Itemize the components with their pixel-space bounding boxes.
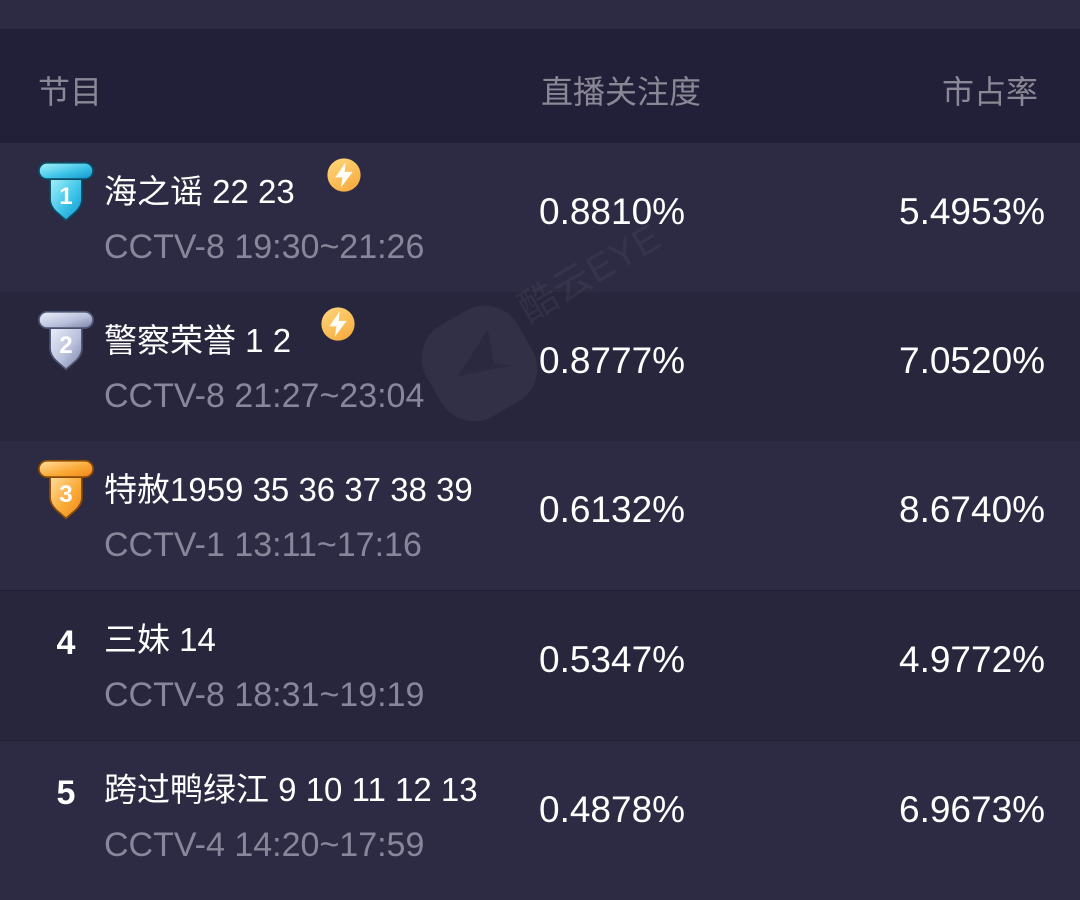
svg-text:3: 3 (59, 481, 72, 508)
svg-text:1: 1 (59, 183, 72, 210)
svg-text:2: 2 (59, 332, 72, 359)
